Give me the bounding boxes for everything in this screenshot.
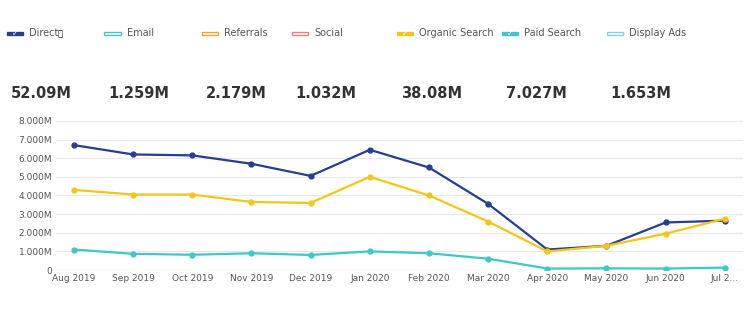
Text: Paid Search: Paid Search <box>524 28 581 38</box>
Text: 1.032M: 1.032M <box>296 86 357 100</box>
Text: 1.259M: 1.259M <box>108 86 170 100</box>
Text: ✓: ✓ <box>507 29 513 38</box>
Text: 1.653M: 1.653M <box>610 86 672 100</box>
Text: ✓: ✓ <box>402 29 408 38</box>
Text: 52.09M: 52.09M <box>10 86 72 100</box>
Text: Organic Search: Organic Search <box>419 28 494 38</box>
Text: 7.027M: 7.027M <box>506 86 567 100</box>
FancyBboxPatch shape <box>202 32 218 35</box>
Text: Email: Email <box>127 28 154 38</box>
FancyBboxPatch shape <box>292 32 308 35</box>
Text: ✓: ✓ <box>12 29 18 38</box>
Text: Direct: Direct <box>29 28 58 38</box>
FancyBboxPatch shape <box>7 32 23 35</box>
Text: 38.08M: 38.08M <box>400 86 462 100</box>
Text: 2.179M: 2.179M <box>206 86 267 100</box>
FancyBboxPatch shape <box>502 32 518 35</box>
Text: Referrals: Referrals <box>224 28 268 38</box>
FancyBboxPatch shape <box>607 32 623 35</box>
FancyBboxPatch shape <box>104 32 121 35</box>
Text: Social: Social <box>314 28 344 38</box>
Text: 🏆: 🏆 <box>58 29 62 38</box>
FancyBboxPatch shape <box>397 32 413 35</box>
Text: Display Ads: Display Ads <box>629 28 686 38</box>
